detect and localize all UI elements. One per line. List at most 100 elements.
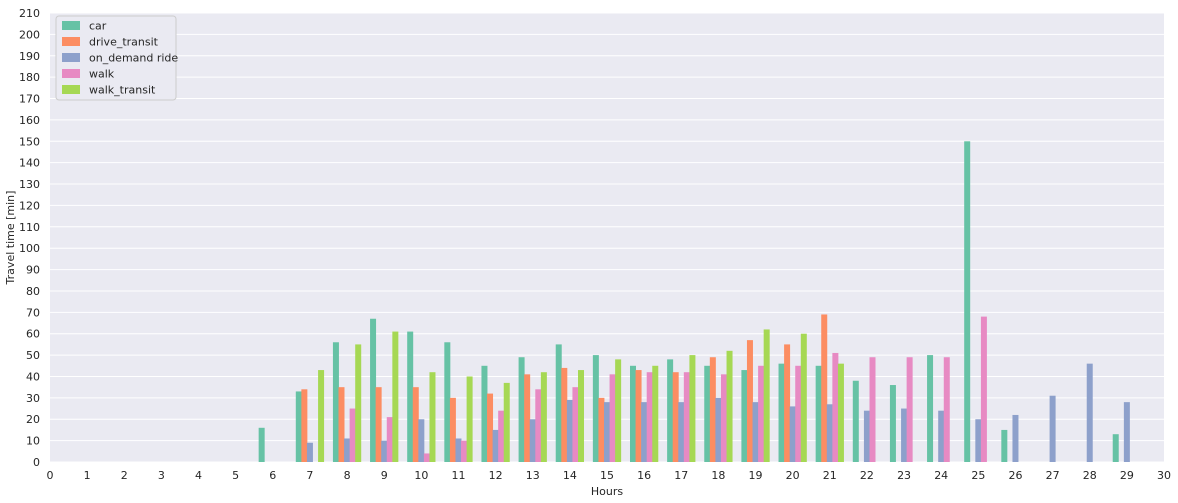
y-tick-label: 150	[19, 135, 40, 148]
bar-walk-transit	[615, 359, 622, 462]
bar-car	[629, 365, 636, 462]
bar-walk	[683, 372, 690, 462]
bar-on-demand-ride	[344, 438, 351, 462]
bar-walk	[832, 352, 839, 462]
bar-drive-transit	[449, 397, 456, 462]
legend-swatch	[62, 85, 80, 94]
bar-on-demand-ride	[715, 397, 722, 462]
bar-on-demand-ride	[901, 408, 908, 462]
x-tick-label: 5	[232, 469, 239, 482]
bar-walk-transit	[355, 344, 362, 462]
bar-drive-transit	[746, 340, 753, 462]
legend-label: on_demand ride	[89, 52, 178, 65]
bar-car	[258, 427, 265, 462]
bar-walk-transit	[503, 382, 510, 462]
bar-walk	[498, 410, 505, 462]
bar-walk	[869, 357, 876, 462]
y-tick-label: 60	[26, 328, 40, 341]
x-tick-label: 16	[637, 469, 651, 482]
bar-on-demand-ride	[975, 419, 982, 462]
bar-walk	[980, 316, 987, 462]
x-tick-label: 23	[897, 469, 911, 482]
legend-swatch	[62, 53, 80, 62]
x-tick-label: 15	[600, 469, 614, 482]
bar-drive-transit	[524, 374, 531, 462]
bar-drive-transit	[375, 387, 382, 462]
x-tick-label: 1	[84, 469, 91, 482]
bar-on-demand-ride	[1086, 363, 1093, 462]
bar-walk	[906, 357, 913, 462]
bar-drive-transit	[561, 367, 568, 462]
x-axis-label: Hours	[591, 485, 623, 498]
bar-walk	[758, 365, 765, 462]
bar-walk-transit	[578, 370, 585, 462]
bar-car	[815, 365, 822, 462]
legend-box	[55, 15, 177, 101]
bar-on-demand-ride	[455, 438, 462, 462]
y-axis-ticks: 0 10 20 30 40 50 60 70 80 90 100 110 120 130 140 150 160…	[19, 7, 40, 469]
bar-car	[370, 318, 377, 462]
bar-walk	[535, 389, 542, 462]
x-tick-label: 13	[526, 469, 540, 482]
x-tick-label: 8	[344, 469, 351, 482]
bar-drive-transit	[672, 372, 679, 462]
x-tick-label: 10	[414, 469, 428, 482]
bar-on-demand-ride	[826, 404, 833, 462]
legend: car drive_transit on_demand ride walk walk_t…	[55, 15, 178, 101]
y-tick-label: 130	[19, 178, 40, 191]
bar-drive-transit	[635, 370, 642, 462]
bar-drive-transit	[598, 397, 605, 462]
x-tick-label: 7	[306, 469, 313, 482]
bar-walk	[720, 374, 727, 462]
bar-car	[518, 357, 525, 462]
bar-on-demand-ride	[789, 406, 796, 462]
y-tick-label: 210	[19, 7, 40, 20]
bar-drive-transit	[821, 314, 828, 462]
x-tick-label: 17	[674, 469, 688, 482]
bar-on-demand-ride	[418, 419, 425, 462]
x-tick-label: 14	[563, 469, 577, 482]
x-tick-label: 24	[934, 469, 948, 482]
bar-on-demand-ride	[529, 419, 536, 462]
bar-drive-transit	[338, 387, 345, 462]
bar-car	[555, 344, 562, 462]
x-tick-label: 2	[121, 469, 128, 482]
bar-walk	[386, 417, 393, 462]
y-tick-label: 120	[19, 199, 40, 212]
bar-walk	[572, 387, 579, 462]
x-tick-label: 12	[489, 469, 503, 482]
y-tick-label: 90	[26, 264, 40, 277]
bar-walk-transit	[392, 331, 399, 462]
x-tick-label: 6	[269, 469, 276, 482]
gridlines	[50, 12, 1164, 463]
bar-walk-transit	[689, 355, 696, 462]
bar-car	[1112, 434, 1119, 462]
x-tick-label: 21	[823, 469, 837, 482]
bar-walk-transit	[318, 370, 325, 462]
bar-on-demand-ride	[381, 440, 388, 462]
bar-on-demand-ride	[1123, 402, 1130, 462]
y-tick-label: 140	[19, 157, 40, 170]
bar-walk	[646, 372, 653, 462]
legend-label: car	[89, 20, 107, 33]
y-tick-label: 50	[26, 349, 40, 362]
y-tick-label: 70	[26, 306, 40, 319]
x-tick-label: 30	[1157, 469, 1171, 482]
y-tick-label: 80	[26, 285, 40, 298]
bar-walk-transit	[726, 350, 733, 462]
bar-on-demand-ride	[678, 402, 685, 462]
bar-on-demand-ride	[604, 402, 610, 462]
bar-car	[481, 365, 488, 462]
bar-car	[704, 365, 711, 462]
bar-drive-transit	[784, 344, 791, 462]
y-tick-label: 30	[26, 392, 40, 405]
x-tick-label: 11	[451, 469, 465, 482]
bar-car	[741, 370, 748, 462]
x-tick-label: 28	[1083, 469, 1097, 482]
y-tick-label: 190	[19, 50, 40, 63]
bar-drive-transit	[487, 393, 494, 462]
x-tick-label: 22	[860, 469, 874, 482]
y-tick-label: 110	[19, 221, 40, 234]
bar-on-demand-ride	[863, 410, 870, 462]
